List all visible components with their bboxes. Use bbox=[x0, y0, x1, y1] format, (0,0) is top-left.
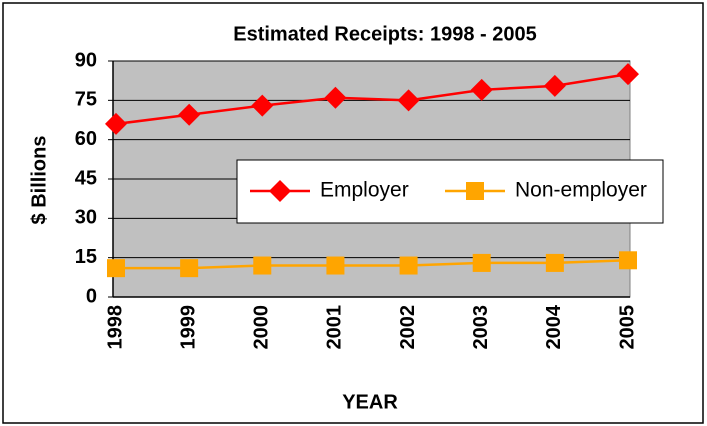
legend-label: Employer bbox=[320, 179, 409, 202]
y-tick-label: 90 bbox=[75, 49, 97, 71]
marker-square bbox=[472, 253, 491, 272]
marker-square bbox=[399, 256, 418, 275]
y-tick-label: 45 bbox=[75, 167, 97, 189]
marker-square bbox=[253, 256, 272, 275]
y-tick-label: 60 bbox=[75, 128, 97, 150]
chart-title: Estimated Receipts: 1998 - 2005 bbox=[233, 23, 537, 45]
x-tick-label: 2002 bbox=[397, 305, 419, 350]
marker-square bbox=[545, 253, 564, 272]
marker-diamond bbox=[324, 86, 347, 109]
series-line bbox=[115, 72, 629, 126]
marker-diamond bbox=[105, 112, 127, 135]
marker-square bbox=[326, 256, 345, 275]
x-tick-label: 2000 bbox=[251, 305, 273, 350]
marker-diamond bbox=[251, 94, 274, 117]
x-tick-label: 2003 bbox=[470, 305, 492, 350]
x-tick-label: 1999 bbox=[177, 305, 199, 350]
marker-diamond bbox=[543, 74, 566, 97]
marker-diamond bbox=[269, 180, 291, 202]
y-tick-label: 15 bbox=[75, 246, 97, 268]
y-tick-label: 75 bbox=[75, 89, 97, 111]
marker-square bbox=[107, 259, 125, 278]
marker-diamond bbox=[397, 89, 420, 112]
series-line bbox=[116, 259, 629, 270]
x-tick-label: 1998 bbox=[104, 305, 126, 350]
x-tick-label: 2001 bbox=[324, 305, 346, 350]
marker-square bbox=[619, 251, 637, 270]
marker-square bbox=[180, 259, 199, 278]
legend-label: Non-employer bbox=[515, 179, 647, 202]
y-tick-label: 0 bbox=[86, 285, 97, 307]
x-axis-label: YEAR bbox=[342, 391, 398, 413]
x-tick-label: 2004 bbox=[543, 304, 565, 349]
marker-diamond bbox=[470, 78, 493, 101]
marker-diamond bbox=[178, 103, 201, 126]
marker-square bbox=[466, 182, 484, 200]
marker-diamond bbox=[617, 63, 639, 86]
y-tick-label: 30 bbox=[75, 207, 97, 229]
x-tick-label: 2005 bbox=[616, 305, 638, 350]
y-axis-label: $ Billions bbox=[28, 136, 50, 225]
